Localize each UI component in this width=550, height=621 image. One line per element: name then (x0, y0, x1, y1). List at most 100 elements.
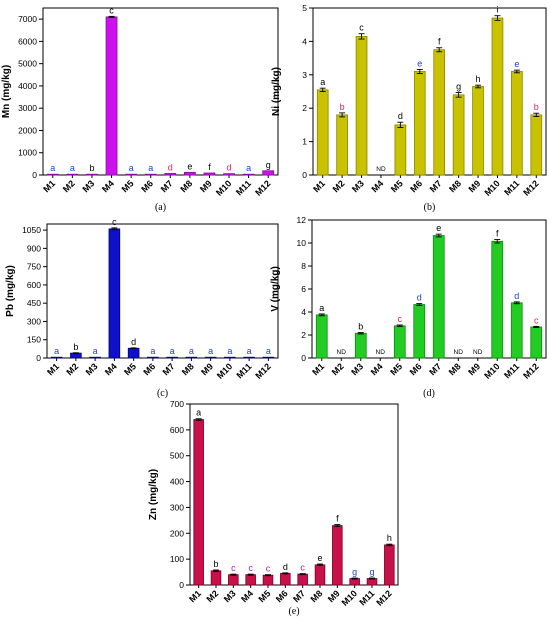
y-tick-label: 300 (27, 316, 41, 326)
bar-M6 (147, 356, 159, 359)
bar-M4 (245, 574, 256, 586)
significance-letter: g (369, 567, 374, 577)
significance-letter: a (189, 346, 194, 356)
x-category-label: M1 (41, 178, 57, 194)
x-category-label: M12 (521, 178, 540, 197)
bar-M7 (166, 356, 178, 359)
significance-letter: d (168, 162, 173, 172)
significance-letter: b (73, 342, 78, 352)
bar-M9 (472, 86, 484, 176)
y-tick-label: 2 (302, 103, 307, 113)
bar-M1 (46, 173, 59, 176)
chart-panel-5: 0 100 200 300 400 500 600 700 Zn (mg/kg) M1 a M2 b M3… (148, 399, 399, 617)
bar-M11 (242, 173, 255, 176)
x-category-label: M4 (103, 361, 119, 377)
significance-letter: a (319, 303, 324, 313)
significance-letter: a (196, 408, 201, 418)
significance-letter: b (534, 102, 539, 112)
x-category-label: M6 (141, 361, 157, 377)
y-tick-label: 5000 (18, 59, 37, 69)
bar-M4 (108, 228, 121, 359)
bar-M5 (125, 173, 138, 176)
x-category-label: M2 (64, 361, 80, 377)
y-tick-label: 0 (301, 353, 306, 363)
panel-caption: (d) (423, 388, 435, 399)
bar-M8 (314, 564, 326, 586)
significance-letter: g (352, 567, 357, 577)
plot-frame (46, 223, 279, 359)
bar-M1 (315, 314, 328, 359)
bar-M12 (262, 170, 275, 176)
significance-letter: a (170, 346, 175, 356)
significance-letter: b (89, 163, 94, 173)
bar-M2 (336, 114, 348, 176)
bar-M8 (452, 94, 465, 176)
significance-letter: c (300, 563, 305, 573)
y-tick-label: 1000 (18, 148, 37, 158)
bar-M5 (127, 347, 140, 359)
panel-caption: (e) (288, 606, 299, 617)
bar-M11 (510, 302, 523, 359)
x-category-label: M7 (159, 178, 175, 194)
significance-letter: c (109, 5, 114, 15)
bar-M1 (316, 89, 329, 176)
y-tick-label: 700 (170, 399, 184, 409)
x-category-label: M3 (349, 361, 365, 377)
significance-letter: a (54, 346, 59, 356)
bar-M5 (262, 574, 274, 586)
bar-M9 (332, 525, 343, 586)
y-tick-label: 6 (301, 284, 306, 294)
plot-frame (189, 403, 399, 586)
significance-letter: e (514, 59, 519, 69)
x-category-label: M6 (139, 178, 155, 194)
bar-M6 (144, 173, 157, 176)
x-category-label: M8 (447, 178, 463, 194)
bar-M5 (393, 325, 406, 359)
significance-letter: e (187, 161, 192, 171)
nd-label: ND (376, 349, 386, 356)
x-category-label: M9 (326, 588, 342, 604)
y-tick-label: 4 (302, 36, 307, 46)
significance-letter: a (148, 163, 153, 173)
y-axis-label: Ni (mg/kg) (271, 67, 282, 116)
y-tick-label: 600 (170, 425, 184, 435)
bar-M7 (297, 573, 308, 586)
y-tick-label: 1050 (22, 225, 41, 235)
significance-letter: c (248, 563, 253, 573)
x-category-label: M11 (502, 361, 521, 380)
bar-M5 (394, 124, 407, 176)
x-category-label: M2 (61, 178, 77, 194)
x-category-label: M9 (198, 178, 214, 194)
y-tick-label: 500 (170, 451, 184, 461)
y-tick-label: 0 (302, 170, 307, 180)
x-category-label: M9 (466, 361, 482, 377)
y-tick-label: 1 (302, 137, 307, 147)
significance-letter: g (456, 82, 461, 92)
y-tick-label: 0 (179, 580, 184, 590)
x-category-label: M8 (447, 361, 463, 377)
bar-M2 (210, 570, 222, 586)
significance-letter: d (283, 562, 288, 572)
y-tick-label: 8 (301, 261, 306, 271)
x-category-label: M7 (428, 178, 444, 194)
y-tick-label: 12 (297, 215, 307, 225)
significance-letter: f (336, 513, 339, 523)
plot-frame (42, 7, 279, 176)
x-category-label: M12 (521, 361, 540, 380)
x-category-label: M6 (274, 588, 290, 604)
x-category-label: M5 (122, 361, 138, 377)
significance-letter: a (93, 346, 98, 356)
x-category-label: M3 (350, 178, 366, 194)
x-category-label: M10 (215, 361, 234, 380)
bar-M10 (491, 17, 504, 176)
bar-M11 (366, 578, 378, 586)
y-axis-label: Pb (mg/kg) (5, 265, 16, 317)
y-tick-label: 5 (302, 3, 307, 13)
bar-M11 (243, 356, 255, 359)
bar-M11 (511, 71, 523, 176)
y-tick-label: 600 (27, 280, 41, 290)
x-category-label: M11 (234, 178, 253, 197)
x-category-label: M6 (408, 361, 424, 377)
